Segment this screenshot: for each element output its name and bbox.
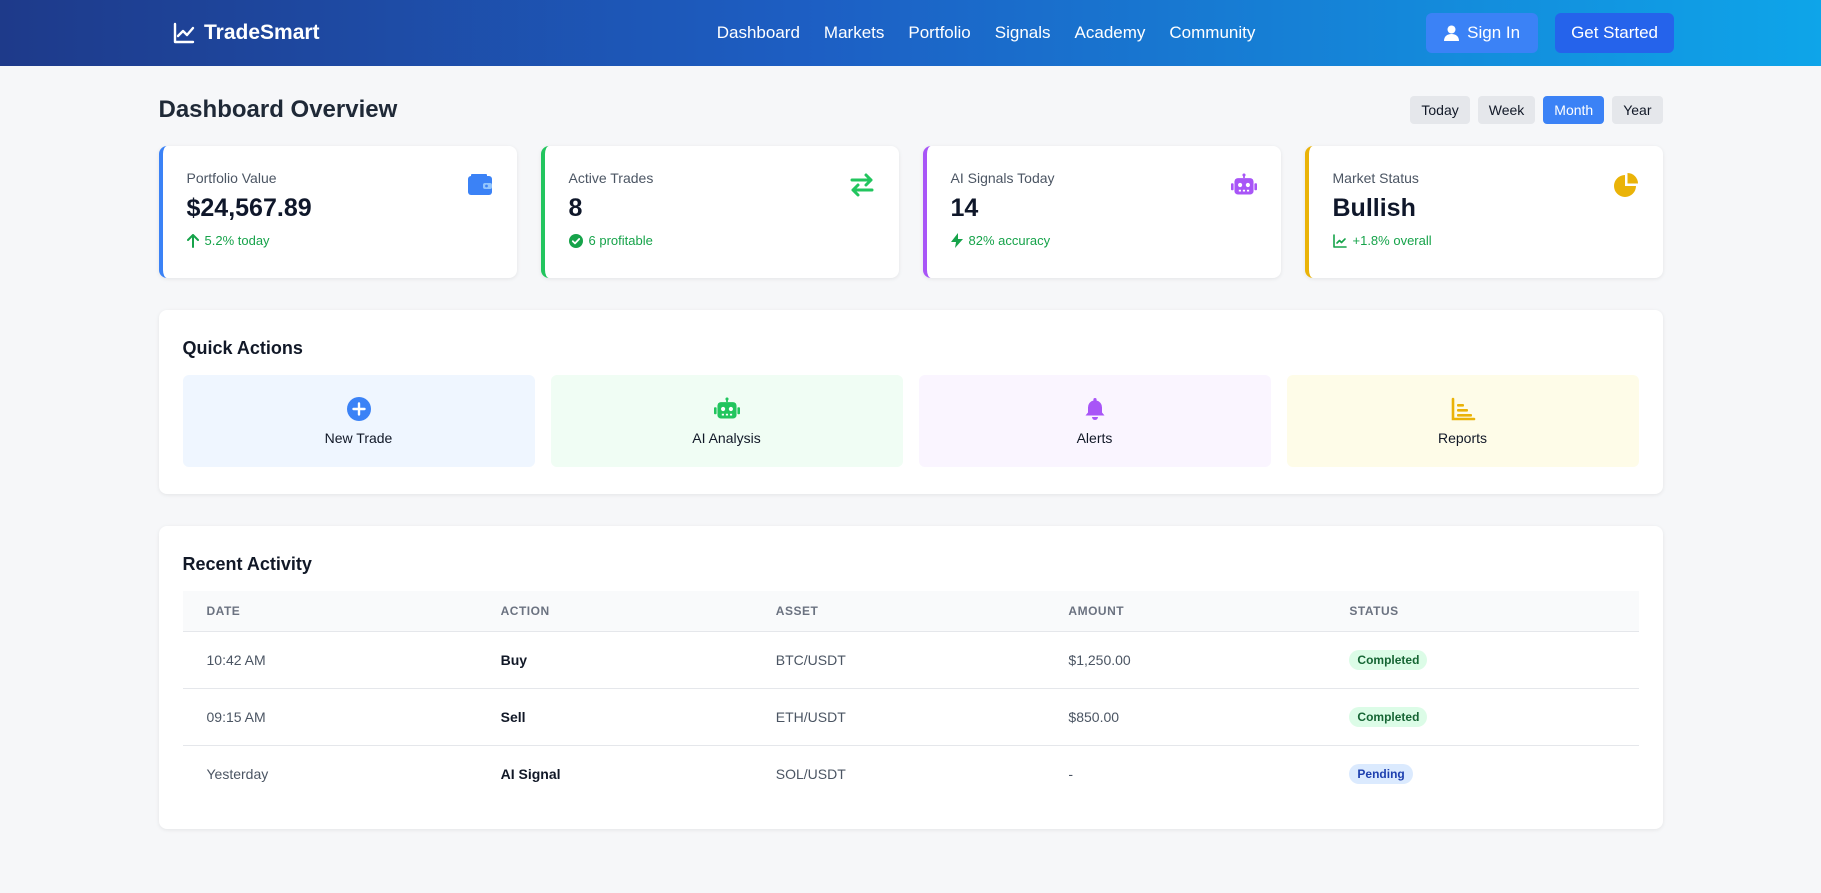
main-content: Dashboard Overview Today Week Month Year… (158, 92, 1663, 829)
cell-date: 09:15 AM (182, 688, 477, 746)
stat-sub: 5.2% today (186, 233, 493, 248)
recent-activity-panel: Recent Activity DATE ACTION ASSET AMOUNT… (158, 526, 1663, 829)
nav-academy[interactable]: Academy (1074, 23, 1146, 42)
cell-amount: - (1068, 765, 1074, 782)
cell-amount: $850.00 (1044, 688, 1326, 746)
stat-value: Bullish (1332, 194, 1416, 222)
nav-community[interactable]: Community (1169, 23, 1256, 42)
recent-activity-title: Recent Activity (182, 554, 312, 574)
range-year-button[interactable]: Year (1612, 96, 1663, 124)
arrow-up-icon (186, 233, 199, 248)
user-icon (1444, 25, 1460, 41)
stat-sub: +1.8% overall (1332, 233, 1639, 248)
status-badge: Completed (1349, 649, 1428, 670)
col-status: STATUS (1325, 591, 1639, 632)
pie-chart-icon (1613, 173, 1638, 197)
new-trade-button[interactable]: New Trade (182, 375, 535, 467)
brand-logo[interactable]: TradeSmart (172, 21, 436, 45)
cell-asset: ETH/USDT (751, 688, 1045, 746)
stat-sub: 82% accuracy (950, 233, 1257, 248)
cell-amount: $1,250.00 (1044, 631, 1326, 689)
stat-card-market-status: Market Status Bullish +1.8% overall (1304, 146, 1663, 278)
cell-asset: BTC/USDT (751, 631, 1045, 689)
cell-status: Pending (1325, 745, 1638, 802)
robot-icon (1230, 173, 1257, 195)
bar-chart-icon (1451, 397, 1475, 421)
quick-actions-list: New Trade AI Analysis Alerts Reports (182, 375, 1639, 467)
quick-actions-panel: Quick Actions New Trade AI Analysis Aler… (158, 310, 1663, 494)
bell-icon (1085, 398, 1104, 420)
stat-label: Portfolio Value (186, 170, 277, 186)
stat-value: 14 (950, 194, 979, 222)
cell-date: Yesterday (206, 765, 269, 782)
col-asset: ASSET (751, 591, 1045, 632)
stat-cards: Portfolio Value $24,567.89 5.2% today Ac… (158, 146, 1663, 278)
ai-analysis-button[interactable]: AI Analysis (550, 375, 903, 467)
bolt-icon (950, 233, 963, 248)
nav-signals[interactable]: Signals (994, 23, 1051, 42)
action-label: AI Analysis (692, 430, 761, 446)
stat-value: 8 (568, 194, 583, 222)
action-label: Alerts (1076, 430, 1113, 446)
table-header-row: DATE ACTION ASSET AMOUNT STATUS (182, 591, 1639, 632)
cell-asset: SOL/USDT (775, 765, 846, 782)
top-header: TradeSmart Dashboard Markets Portfolio S… (0, 0, 1821, 66)
header-actions: Sign In Get Started (1426, 13, 1674, 53)
cell-date: 10:42 AM (182, 631, 477, 689)
cell-status: Completed (1325, 688, 1639, 746)
brand-name: TradeSmart (204, 21, 320, 44)
quick-actions-title: Quick Actions (182, 338, 303, 358)
page-title: Dashboard Overview (158, 96, 398, 123)
cell-status: Completed (1325, 631, 1639, 689)
col-date: DATE (182, 591, 477, 632)
stat-card-portfolio-value: Portfolio Value $24,567.89 5.2% today (158, 146, 517, 278)
activity-table: DATE ACTION ASSET AMOUNT STATUS 10:42 AM… (182, 591, 1639, 802)
col-amount: AMOUNT (1044, 591, 1326, 632)
status-badge: Completed (1349, 706, 1428, 727)
col-action: ACTION (476, 591, 752, 632)
range-month-button[interactable]: Month (1543, 96, 1605, 124)
table-row[interactable]: 10:42 AM Buy BTC/USDT $1,250.00 Complete… (182, 631, 1639, 689)
stat-label: Active Trades (568, 170, 654, 186)
table-row[interactable]: 09:15 AM Sell ETH/USDT $850.00 Completed (182, 688, 1639, 746)
sign-in-label: Sign In (1467, 23, 1521, 42)
range-selector: Today Week Month Year (1410, 96, 1663, 124)
nav-markets[interactable]: Markets (823, 23, 885, 42)
table-row[interactable]: Yesterday AI Signal SOL/USDT - Pending (183, 745, 1639, 802)
stat-sub-text: +1.8% overall (1352, 233, 1432, 248)
check-circle-icon (568, 233, 583, 248)
stat-label: Market Status (1332, 170, 1419, 186)
main-nav: Dashboard Markets Portfolio Signals Acad… (546, 23, 1426, 43)
sign-in-button[interactable]: Sign In (1426, 13, 1539, 53)
stat-label: AI Signals Today (950, 170, 1055, 186)
range-week-button[interactable]: Week (1477, 96, 1536, 124)
action-label: Reports (1437, 430, 1488, 446)
stat-sub: 6 profitable (568, 233, 875, 248)
stat-sub-text: 6 profitable (588, 233, 653, 248)
robot-icon (713, 397, 740, 419)
get-started-label: Get Started (1571, 23, 1658, 42)
stat-value: $24,567.89 (186, 194, 312, 222)
stat-sub-text: 82% accuracy (968, 233, 1051, 248)
range-today-button[interactable]: Today (1410, 96, 1470, 124)
plus-circle-icon (346, 397, 371, 421)
stat-sub-text: 5.2% today (204, 233, 270, 248)
chart-line-icon (173, 22, 195, 44)
cell-action: AI Signal (500, 765, 561, 782)
alerts-button[interactable]: Alerts (918, 375, 1271, 467)
action-label: New Trade (324, 430, 393, 446)
title-row: Dashboard Overview Today Week Month Year (159, 92, 1663, 128)
status-badge: Pending (1349, 763, 1413, 784)
cell-action: Buy (476, 631, 752, 689)
stat-card-active-trades: Active Trades 8 6 profitable (540, 146, 899, 278)
nav-portfolio[interactable]: Portfolio (908, 23, 971, 42)
reports-button[interactable]: Reports (1286, 375, 1639, 467)
nav-dashboard[interactable]: Dashboard (716, 23, 800, 42)
get-started-button[interactable]: Get Started (1555, 13, 1674, 53)
chart-line-icon (1332, 233, 1347, 248)
exchange-icon (850, 173, 873, 197)
wallet-icon (467, 174, 492, 195)
stat-card-ai-signals: AI Signals Today 14 82% accuracy (922, 146, 1281, 278)
cell-action: Sell (476, 688, 752, 746)
